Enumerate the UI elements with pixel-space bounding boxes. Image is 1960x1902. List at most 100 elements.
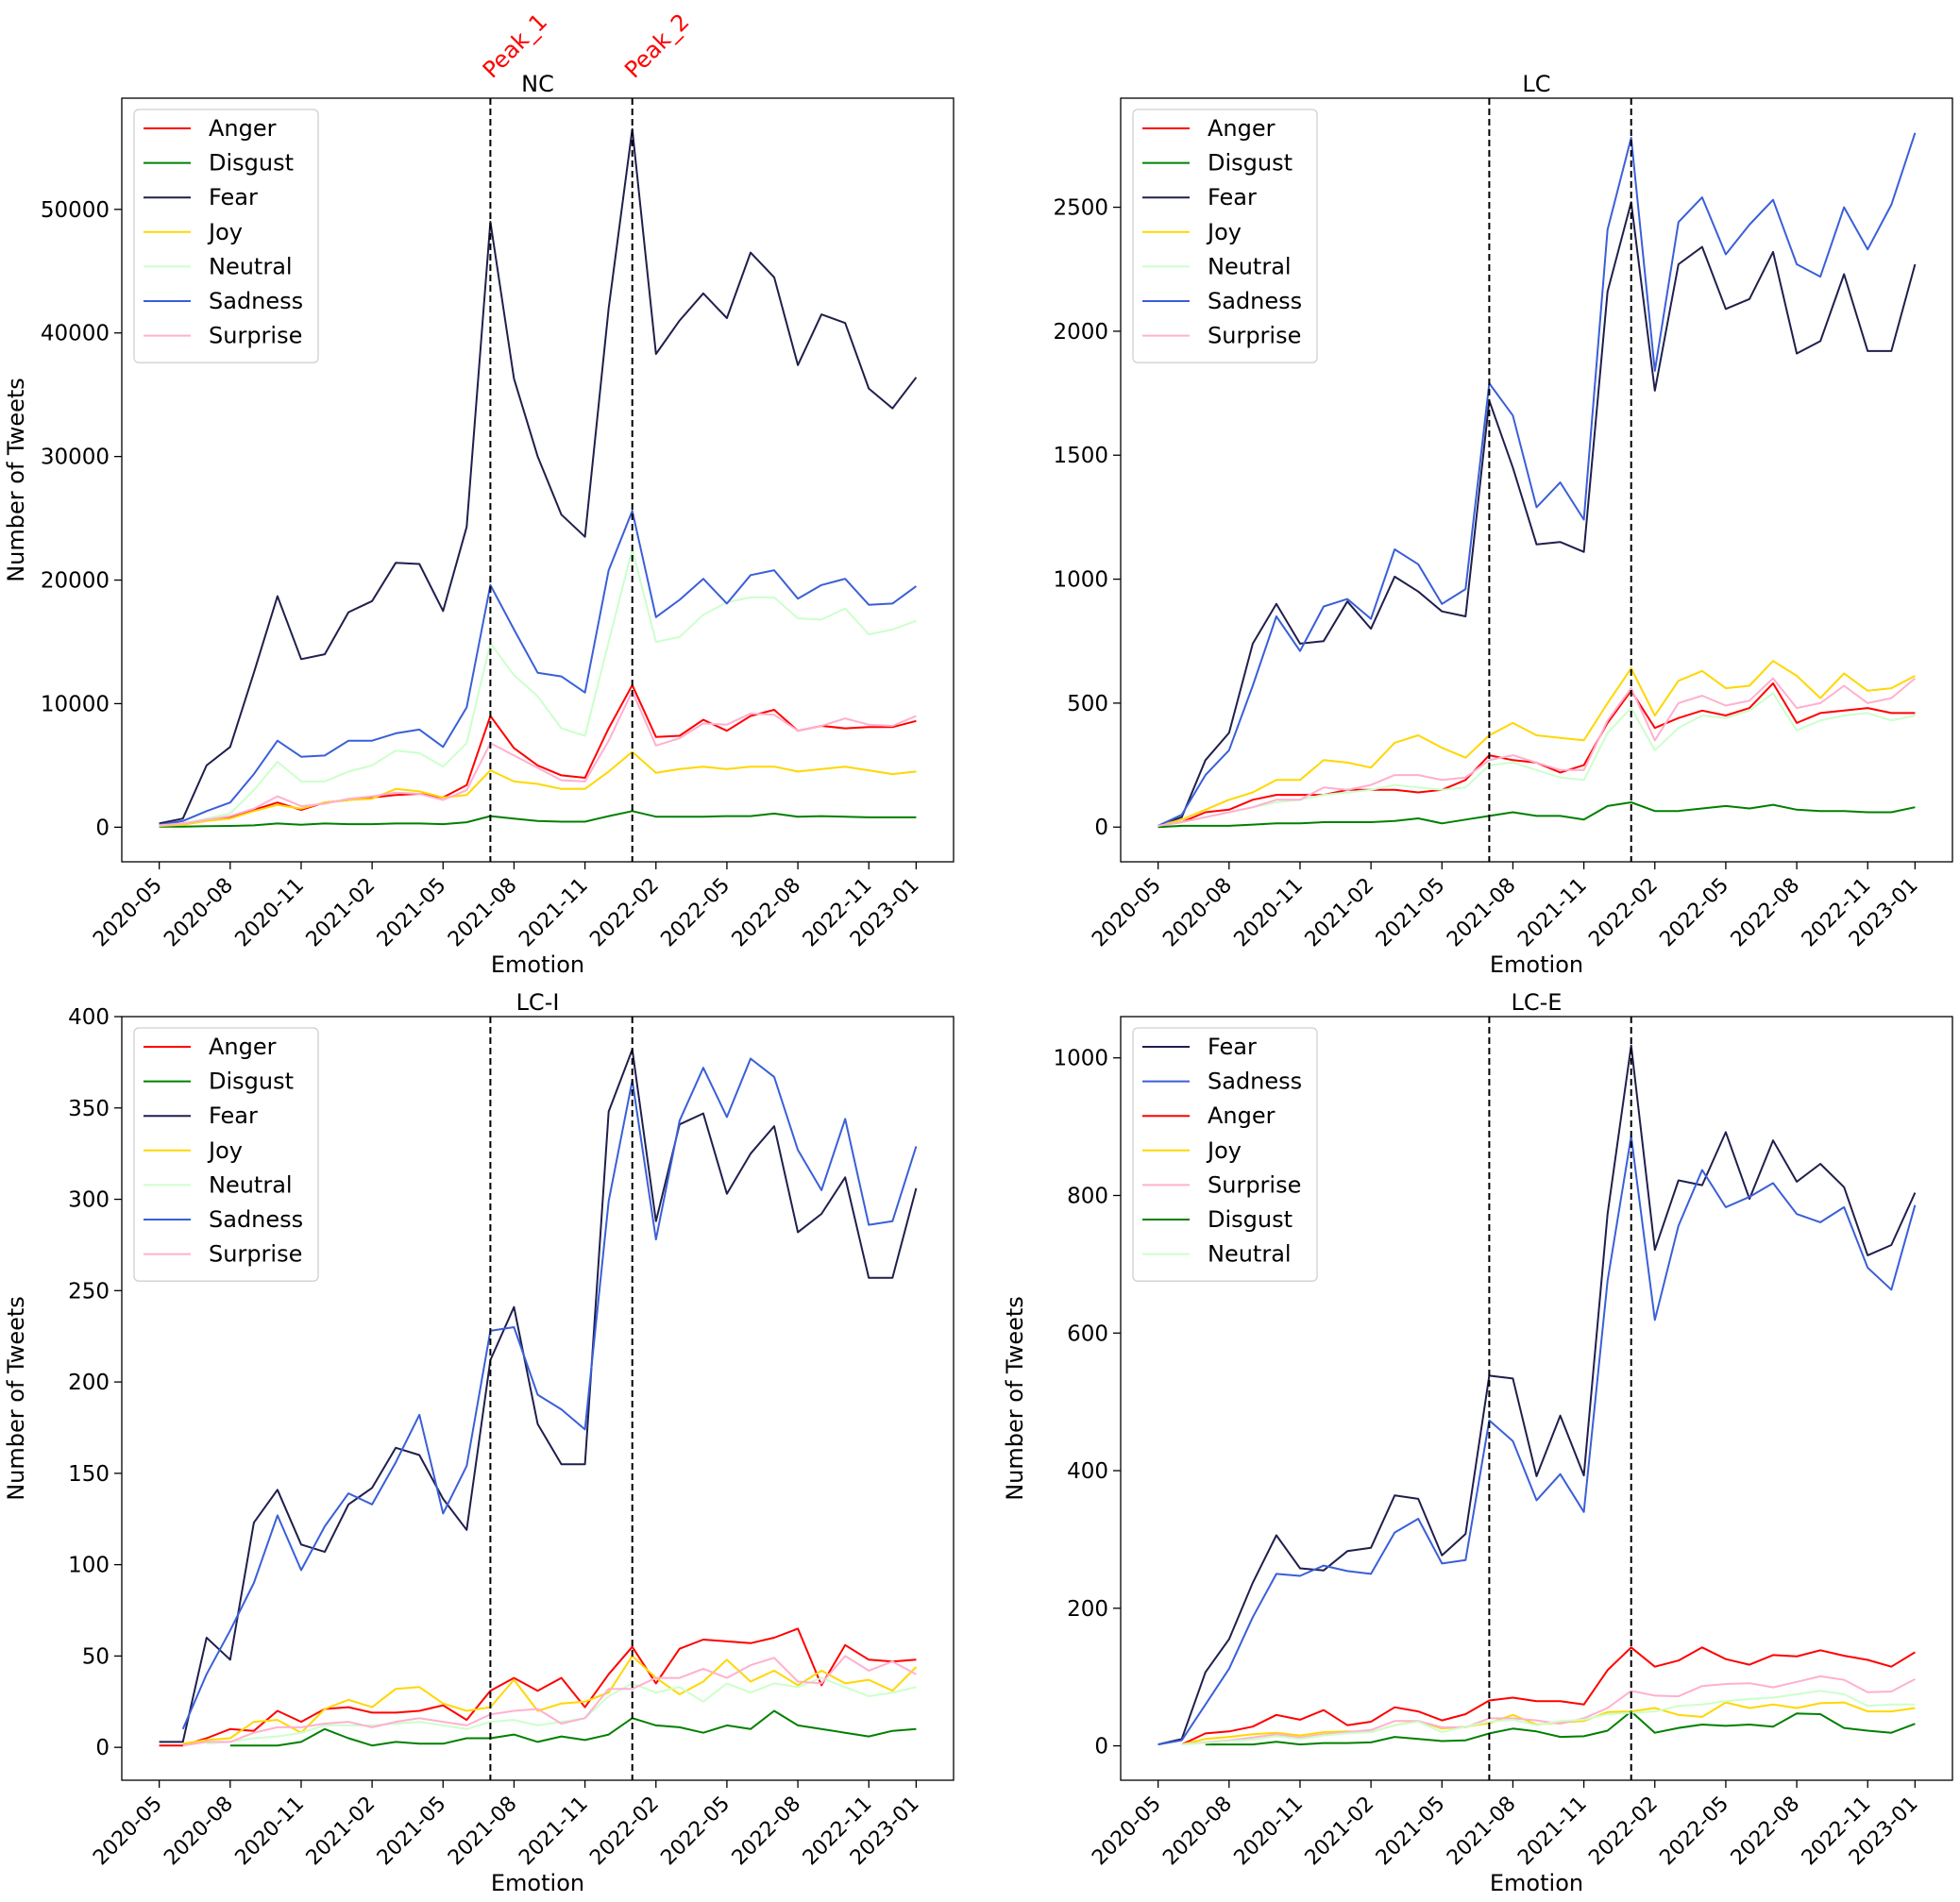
x-tick-label: 2021-05 <box>1372 1793 1450 1871</box>
legend-label-anger: Anger <box>209 1034 277 1060</box>
x-tick-label: 2021-11 <box>515 874 593 952</box>
y-tick-label: 10000 <box>41 692 110 716</box>
x-tick-label: 2022-02 <box>1584 1793 1663 1871</box>
x-tick-label: 2021-11 <box>515 1793 593 1871</box>
series-line-surprise <box>159 690 917 827</box>
y-tick-label: 1000 <box>1053 568 1108 593</box>
x-tick-label: 2022-08 <box>1727 1793 1805 1871</box>
legend-label-fear: Fear <box>1208 1034 1257 1060</box>
legend-label-anger: Anger <box>209 115 277 142</box>
legend-label-sadness: Sadness <box>1208 1069 1302 1095</box>
legend <box>1132 1027 1318 1282</box>
x-tick-label: 2022-08 <box>1727 874 1805 952</box>
legend-label-disgust: Disgust <box>1208 150 1293 177</box>
series-line-disgust <box>229 1709 917 1747</box>
plot-area <box>121 97 955 863</box>
panel-nc: 0 10000 20000 30000 40000 50000 2020-052020-08… <box>3 8 955 978</box>
panel-lc-i: 0501001502002503003504002020-052020-0820… <box>3 989 955 1896</box>
y-tick-label: 30000 <box>41 446 110 470</box>
series-line-fear <box>159 127 918 825</box>
legend-label-sadness: Sadness <box>209 288 303 314</box>
x-tick-label: 2021-02 <box>302 1793 380 1871</box>
chart-title: LC-E <box>1512 989 1563 1016</box>
series-line-joy <box>1157 660 1916 827</box>
x-tick-label: 2022-08 <box>728 1793 806 1871</box>
x-tick-label: 2021-08 <box>1443 874 1521 952</box>
y-tick-label: 50000 <box>41 198 110 223</box>
x-tick-label: 2022-08 <box>728 874 806 952</box>
series-line-sadness <box>181 1057 918 1730</box>
plot-area <box>1120 97 1953 863</box>
legend-label-sadness: Sadness <box>209 1206 303 1233</box>
y-axis-label: Number of Tweets <box>3 1296 29 1501</box>
legend-label-surprise: Surprise <box>1208 1171 1301 1198</box>
x-tick-label: 2021-02 <box>1301 874 1379 952</box>
legend-label-joy: Joy <box>1206 219 1242 245</box>
legend-label-disgust: Disgust <box>209 1069 294 1095</box>
plot-area <box>1120 1016 1953 1781</box>
y-tick-label: 200 <box>68 1371 110 1395</box>
y-tick-label: 40000 <box>41 322 110 346</box>
legend <box>133 109 319 363</box>
x-tick-label: 2021-02 <box>1301 1793 1379 1871</box>
x-tick-label: 2021-05 <box>1372 874 1450 952</box>
series-line-sadness <box>1157 1135 1917 1746</box>
series-line-surprise <box>1181 1675 1916 1746</box>
y-tick-label: 0 <box>95 1736 110 1760</box>
x-tick-label: 2020-11 <box>231 1793 310 1871</box>
x-tick-label: 2021-08 <box>444 1793 522 1871</box>
x-tick-label: 2022-05 <box>1655 874 1733 952</box>
y-axis-label: Number of Tweets <box>3 378 29 582</box>
y-tick-label: 0 <box>1094 816 1108 840</box>
y-tick-label: 300 <box>68 1188 110 1213</box>
y-tick-label: 0 <box>95 816 110 840</box>
y-tick-label: 1500 <box>1053 444 1108 468</box>
x-tick-label: 2020-05 <box>1088 1793 1166 1871</box>
legend-label-fear: Fear <box>209 1102 258 1129</box>
chart-title: NC <box>521 71 554 97</box>
series-line-surprise <box>1157 677 1917 827</box>
y-tick-label: 500 <box>1067 692 1108 716</box>
x-tick-label: 2020-05 <box>89 1793 167 1871</box>
series-line-sadness <box>1157 132 1917 827</box>
chart-title: LC <box>1522 71 1550 97</box>
x-tick-label: 2020-11 <box>231 874 310 952</box>
x-tick-label: 2020-05 <box>1088 874 1166 952</box>
x-axis-label: Emotion <box>491 1870 584 1896</box>
x-tick-label: 2021-11 <box>1513 1793 1592 1871</box>
series-line-neutral <box>1181 1690 1916 1746</box>
series-line-anger <box>1181 1646 1916 1746</box>
x-tick-label: 2020-05 <box>89 874 167 952</box>
y-tick-label: 2500 <box>1053 196 1108 221</box>
series-line-disgust <box>1205 1710 1916 1746</box>
legend-label-fear: Fear <box>209 184 258 210</box>
series-line-disgust <box>1157 801 1916 829</box>
legend-label-neutral: Neutral <box>209 253 293 279</box>
legend-label-disgust: Disgust <box>209 150 294 177</box>
legend-label-joy: Joy <box>207 1137 243 1164</box>
panel-lc-e: 020040060080010002020-052020-082020-1120… <box>1002 989 1953 1896</box>
legend-label-joy: Joy <box>207 219 243 245</box>
legend-label-surprise: Surprise <box>1208 323 1301 349</box>
x-tick-label: 2022-02 <box>585 1793 664 1871</box>
series-line-neutral <box>1157 692 1916 827</box>
y-tick-label: 0 <box>1094 1735 1108 1759</box>
legend-label-surprise: Surprise <box>209 1241 302 1268</box>
x-axis-label: Emotion <box>1490 951 1583 978</box>
x-tick-label: 2022-02 <box>1584 874 1663 952</box>
series-line-joy <box>159 750 917 827</box>
y-tick-label: 250 <box>68 1279 110 1304</box>
legend-label-neutral: Neutral <box>1208 253 1292 279</box>
x-tick-label: 2020-11 <box>1230 874 1309 952</box>
x-tick-label: 2020-08 <box>160 874 238 952</box>
y-tick-label: 600 <box>1067 1321 1108 1346</box>
y-tick-label: 400 <box>1067 1459 1108 1484</box>
y-tick-label: 50 <box>82 1644 110 1669</box>
legend <box>133 1027 319 1282</box>
series-line-fear <box>1157 201 1917 827</box>
y-tick-label: 150 <box>68 1462 110 1487</box>
x-tick-label: 2020-08 <box>160 1793 238 1871</box>
x-axis-label: Emotion <box>491 951 584 978</box>
y-tick-label: 200 <box>1067 1597 1108 1622</box>
